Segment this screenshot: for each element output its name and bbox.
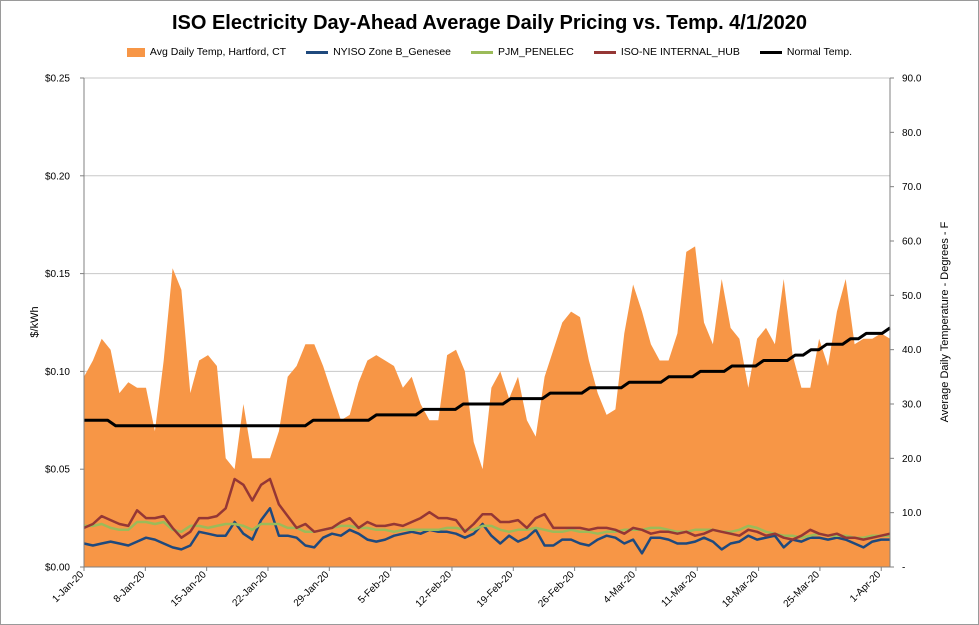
x-tick-label: 8-Jan-20 [112, 569, 148, 605]
y-tick-left: $0.05 [45, 465, 70, 476]
series-line-1 [83, 507, 890, 555]
legend-item: Avg Daily Temp, Hartford, CT [126, 46, 287, 58]
y-axis-left-title: $/kWh [29, 306, 41, 337]
y-tick-left: $0.25 [45, 74, 70, 85]
x-tick-label: 1-Apr-20 [848, 569, 884, 605]
y-tick-left: $0.15 [45, 269, 70, 280]
y-tick-left: $0.20 [45, 171, 70, 182]
y-tick-right: 30.0 [902, 400, 922, 411]
x-tick-label: 29-Jan-20 [292, 569, 332, 609]
x-tick-label: 19-Feb-20 [475, 569, 516, 610]
y-tick-left: $0.00 [45, 563, 70, 574]
legend-item: Normal Temp. [759, 46, 853, 58]
price-lines-layer [83, 326, 891, 555]
y-tick-right: 10.0 [902, 508, 922, 519]
y-tick-right: 90.0 [902, 74, 922, 85]
y-tick-right: 50.0 [902, 291, 922, 302]
x-tick-label: 1-Jan-20 [50, 569, 86, 605]
x-tick-label: 26-Feb-20 [536, 569, 577, 610]
legend-swatch [126, 47, 145, 57]
y-tick-right: 80.0 [902, 128, 922, 139]
temperature-area-layer [84, 246, 890, 567]
legend-swatch [759, 50, 782, 54]
legend-label: Normal Temp. [786, 46, 853, 58]
x-tick-label: 25-Mar-20 [782, 569, 823, 610]
legend: Avg Daily Temp, Hartford, CT NYISO Zone B… [0, 46, 979, 58]
legend-swatch [593, 50, 616, 54]
x-tick-label: 15-Jan-20 [169, 569, 209, 609]
x-tick-label: 12-Feb-20 [414, 569, 455, 610]
series-line-3 [83, 477, 891, 541]
series-area-temp [84, 246, 890, 567]
legend-label: ISO-NE INTERNAL_HUB [620, 46, 740, 58]
legend-label: Avg Daily Temp, Hartford, CT [149, 46, 287, 58]
y-tick-right: 70.0 [902, 182, 922, 193]
legend-item: ISO-NE INTERNAL_HUB [593, 46, 740, 58]
y-tick-right: 60.0 [902, 237, 922, 248]
y-axis-right-title: Average Daily Temperature - Degrees - F [939, 221, 951, 422]
chart-title: ISO Electricity Day-Ahead Average Daily … [171, 12, 808, 34]
x-tick-label: 5-Feb-20 [356, 569, 393, 606]
y-tick-right: 40.0 [902, 345, 922, 356]
y-tick-left: $0.10 [45, 367, 70, 378]
x-tick-label: 18-Mar-20 [720, 569, 761, 610]
y-tick-right: - [902, 563, 905, 574]
series-line-4 [84, 326, 891, 428]
series-line-2 [84, 520, 890, 539]
x-tick-label: 11-Mar-20 [660, 569, 700, 609]
legend-swatch [306, 50, 329, 54]
legend-label: PJM_PENELEC [498, 46, 574, 58]
y-tick-right: 20.0 [902, 454, 922, 465]
x-tick-label: 22-Jan-20 [230, 569, 270, 609]
legend-item: NYISO Zone B_Genesee [306, 46, 451, 58]
legend-item: PJM_PENELEC [471, 46, 574, 58]
legend-label: NYISO Zone B_Genesee [333, 46, 451, 58]
legend-swatch [471, 50, 493, 54]
x-tick-label: 4-Mar-20 [602, 569, 639, 606]
